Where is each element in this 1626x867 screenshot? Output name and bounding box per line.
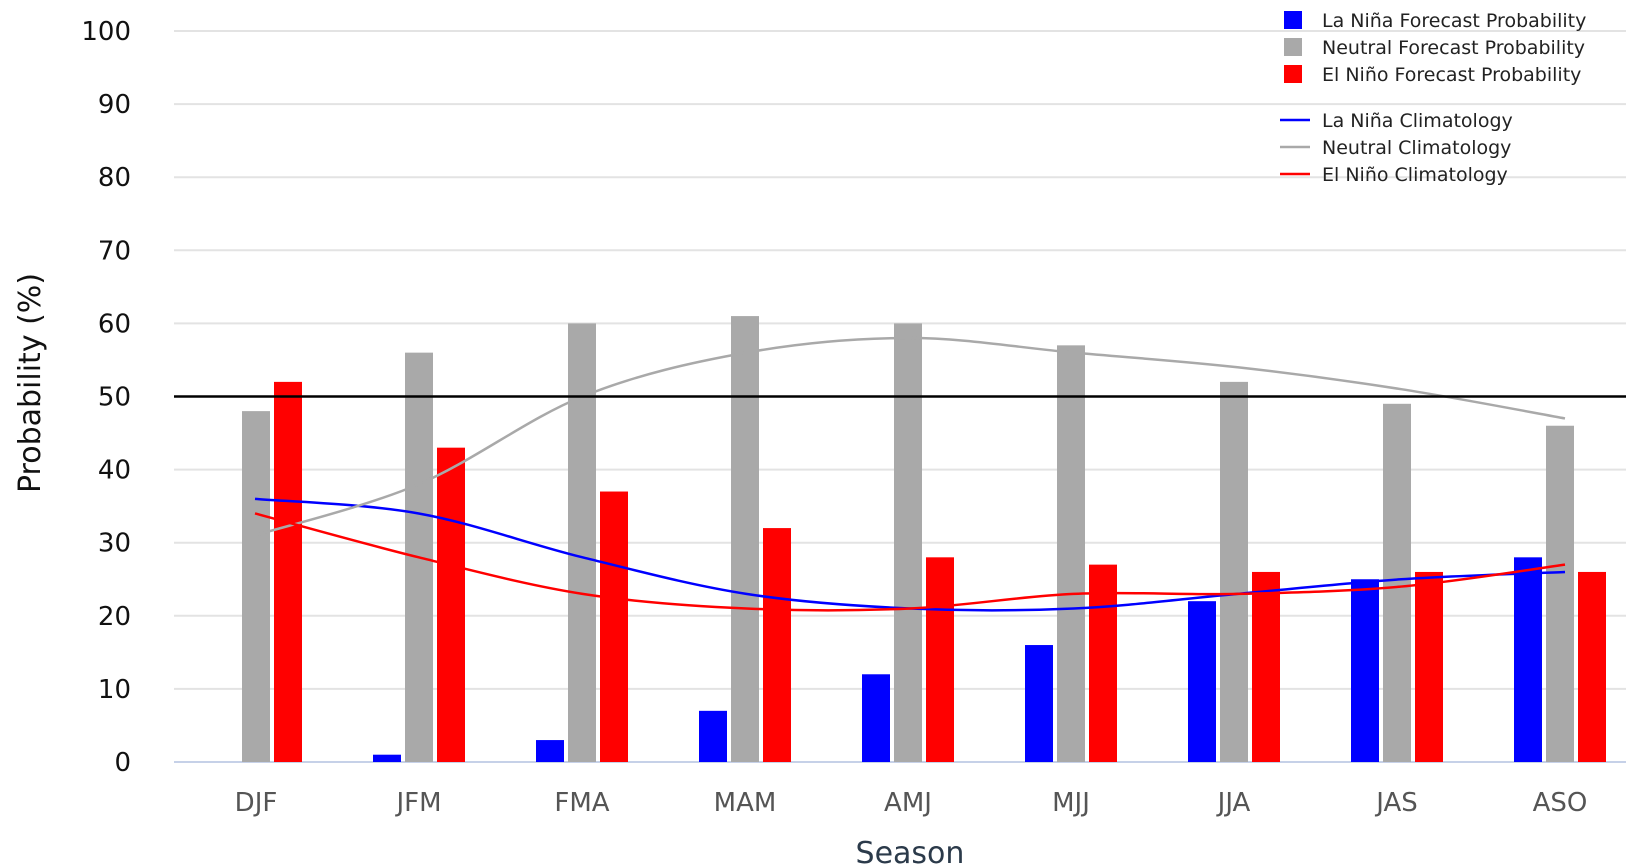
y-tick-label: 100 [81, 17, 131, 47]
legend-item[interactable]: La Niña Climatology [1280, 110, 1513, 132]
bar[interactable] [568, 323, 596, 762]
y-tick-label: 60 [98, 309, 131, 339]
x-axis-title: Season [856, 836, 965, 867]
climatology-line [254, 336, 1566, 537]
y-axis-title: Probability (%) [13, 273, 48, 493]
bar[interactable] [1351, 579, 1379, 762]
legend-item[interactable]: Neutral Climatology [1280, 137, 1511, 159]
x-tick-label: MAM [714, 788, 777, 818]
bar[interactable] [1057, 345, 1085, 762]
legend-item[interactable]: El Niño Climatology [1280, 164, 1508, 186]
x-tick-label: FMA [554, 788, 609, 818]
x-tick-label: DJF [235, 788, 278, 818]
bar[interactable] [763, 528, 791, 762]
bar[interactable] [1578, 571, 1606, 762]
y-tick-label: 40 [98, 456, 131, 486]
bar[interactable] [274, 381, 302, 762]
x-tick-label: JAS [1374, 788, 1418, 818]
bar[interactable] [1025, 645, 1053, 762]
legend-label: La Niña Forecast Probability [1322, 10, 1586, 32]
bar[interactable] [894, 323, 922, 762]
legend-swatch [1284, 11, 1302, 29]
y-tick-label: 70 [98, 236, 131, 266]
x-tick-label: MJJ [1052, 788, 1090, 818]
x-tick-label: JJA [1216, 788, 1251, 818]
bar[interactable] [1089, 564, 1117, 762]
bar[interactable] [373, 754, 401, 762]
climatology-lines [254, 336, 1566, 612]
bar[interactable] [1546, 425, 1574, 762]
bar[interactable] [1383, 403, 1411, 762]
y-tick-label: 80 [98, 163, 131, 193]
y-tick-label: 50 [98, 383, 131, 413]
y-axis-ticks: 0 10 20 30 40 50 60 70 80 90 100 [81, 17, 131, 778]
legend-label: El Niño Climatology [1322, 164, 1508, 186]
climatology-line [254, 512, 1566, 612]
x-tick-label: ASO [1533, 788, 1588, 818]
bar[interactable] [600, 491, 628, 762]
legend-item[interactable]: La Niña Forecast Probability [1284, 10, 1586, 32]
legend-label: El Niño Forecast Probability [1322, 64, 1581, 86]
bar[interactable] [699, 710, 727, 762]
bar[interactable] [1415, 571, 1443, 762]
bar[interactable] [437, 447, 465, 762]
y-tick-label: 0 [114, 748, 131, 778]
bar[interactable] [1220, 381, 1248, 762]
legend-label: La Niña Climatology [1322, 110, 1513, 132]
legend-item[interactable]: El Niño Forecast Probability [1284, 64, 1581, 86]
x-tick-label: JFM [394, 788, 441, 818]
bar[interactable] [731, 316, 759, 762]
bar[interactable] [536, 740, 564, 762]
bar[interactable] [926, 557, 954, 762]
legend-swatch [1284, 38, 1302, 56]
bars [242, 316, 1606, 762]
bar[interactable] [1188, 601, 1216, 762]
x-axis-ticks: DJF JFM FMA MAM AMJ MJJ JJA JAS ASO [235, 788, 1588, 818]
legend-swatch [1284, 65, 1302, 83]
y-tick-label: 10 [98, 675, 131, 705]
y-tick-label: 90 [98, 90, 131, 120]
y-tick-label: 20 [98, 602, 131, 632]
legend-label: Neutral Forecast Probability [1322, 37, 1585, 59]
bar[interactable] [862, 674, 890, 762]
legend-item[interactable]: Neutral Forecast Probability [1284, 37, 1585, 59]
bar[interactable] [1514, 557, 1542, 762]
bar[interactable] [1252, 571, 1280, 762]
legend-label: Neutral Climatology [1322, 137, 1511, 159]
x-tick-label: AMJ [884, 788, 932, 818]
legend[interactable]: La Niña Forecast Probability Neutral Fore… [1280, 10, 1586, 186]
bar[interactable] [242, 411, 270, 762]
y-tick-label: 30 [98, 529, 131, 559]
